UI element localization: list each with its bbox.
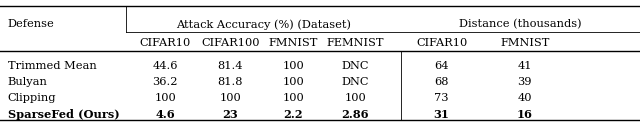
Text: 4.6: 4.6 (156, 109, 175, 120)
Text: DNC: DNC (342, 77, 369, 87)
Text: CIFAR100: CIFAR100 (201, 38, 260, 48)
Text: CIFAR10: CIFAR10 (416, 38, 467, 48)
Text: 2.86: 2.86 (342, 109, 369, 120)
Text: 16: 16 (517, 109, 532, 120)
Text: 81.8: 81.8 (218, 77, 243, 87)
Text: CIFAR10: CIFAR10 (140, 38, 191, 48)
Text: 68: 68 (435, 77, 449, 87)
Text: 100: 100 (344, 93, 366, 103)
Text: Defense: Defense (8, 19, 54, 29)
Text: 81.4: 81.4 (218, 61, 243, 71)
Text: 44.6: 44.6 (152, 61, 178, 71)
Text: 73: 73 (435, 93, 449, 103)
Text: 23: 23 (223, 109, 238, 120)
Text: 36.2: 36.2 (152, 77, 178, 87)
Text: 41: 41 (518, 61, 532, 71)
Text: SparseFed (Ours): SparseFed (Ours) (8, 109, 120, 120)
Text: 100: 100 (282, 77, 304, 87)
Text: 64: 64 (435, 61, 449, 71)
Text: 100: 100 (282, 93, 304, 103)
Text: Attack Accuracy (%) (Dataset): Attack Accuracy (%) (Dataset) (176, 19, 351, 30)
Text: 39: 39 (518, 77, 532, 87)
Text: 100: 100 (220, 93, 241, 103)
Text: Distance (thousands): Distance (thousands) (460, 19, 582, 30)
Text: 31: 31 (434, 109, 449, 120)
Text: 100: 100 (154, 93, 176, 103)
Text: FEMNIST: FEMNIST (326, 38, 384, 48)
Text: Trimmed Mean: Trimmed Mean (8, 61, 97, 71)
Text: 40: 40 (518, 93, 532, 103)
Text: 2.2: 2.2 (284, 109, 303, 120)
Text: 100: 100 (282, 61, 304, 71)
Text: FMNIST: FMNIST (500, 38, 550, 48)
Text: DNC: DNC (342, 61, 369, 71)
Text: Bulyan: Bulyan (8, 77, 47, 87)
Text: Clipping: Clipping (8, 93, 56, 103)
Text: FMNIST: FMNIST (268, 38, 318, 48)
